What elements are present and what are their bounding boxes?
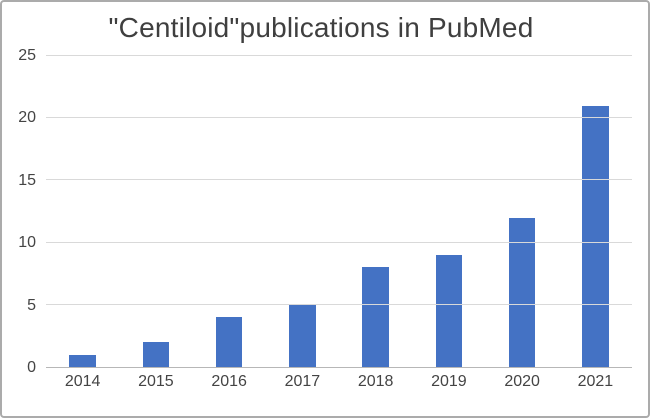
bar-column <box>339 56 412 367</box>
bar-2017 <box>289 304 316 367</box>
bar-column <box>46 56 119 367</box>
y-tick-label: 5 <box>27 296 36 314</box>
gridline <box>46 303 632 305</box>
x-tick-label: 2015 <box>138 373 174 390</box>
gridline <box>46 55 632 56</box>
y-tick-label: 25 <box>18 47 36 64</box>
x-tick-label: 2020 <box>504 373 540 390</box>
bar-column <box>119 56 192 367</box>
x-axis: 2014 2015 2016 2017 2018 2019 2020 2021 <box>46 368 632 396</box>
bars-row <box>46 56 632 367</box>
x-tick-label: 2019 <box>431 373 467 390</box>
y-tick-label: 0 <box>27 359 36 376</box>
gridline <box>46 179 632 181</box>
bar-2021 <box>582 105 609 367</box>
chart-title: "Centiloid"publications in PubMed <box>108 12 534 43</box>
gridline <box>46 117 632 119</box>
bar-2019 <box>435 255 463 367</box>
gridline <box>46 241 632 243</box>
y-tick-label: 10 <box>18 234 36 252</box>
bar-column <box>193 56 266 367</box>
bar-2014 <box>69 354 96 367</box>
y-axis: 0 5 10 15 20 25 <box>10 48 46 376</box>
bar-2015 <box>142 342 170 367</box>
x-tick-label: 2014 <box>64 373 101 390</box>
plot-wrap: 2014 2015 2016 2017 2018 2019 2020 2021 <box>46 55 632 410</box>
x-tick-label: 2017 <box>284 373 321 390</box>
bar-column <box>412 56 485 367</box>
chart-body: 0 5 10 15 20 25 2014 2015 2016 2017 2018 2019 2020 2… <box>10 48 632 410</box>
bar-2018 <box>362 267 389 367</box>
bar-column <box>486 56 559 367</box>
x-tick-label: 2021 <box>577 373 614 390</box>
bar-column <box>559 56 632 367</box>
bar-column <box>266 56 339 367</box>
bar-2016 <box>215 317 243 367</box>
x-tick-label: 2018 <box>357 373 394 390</box>
y-tick-label: 20 <box>18 109 36 127</box>
plot-area <box>46 55 632 368</box>
x-tick-label: 2016 <box>211 373 247 390</box>
y-tick-label: 15 <box>18 171 36 189</box>
bar-2020 <box>508 217 536 367</box>
